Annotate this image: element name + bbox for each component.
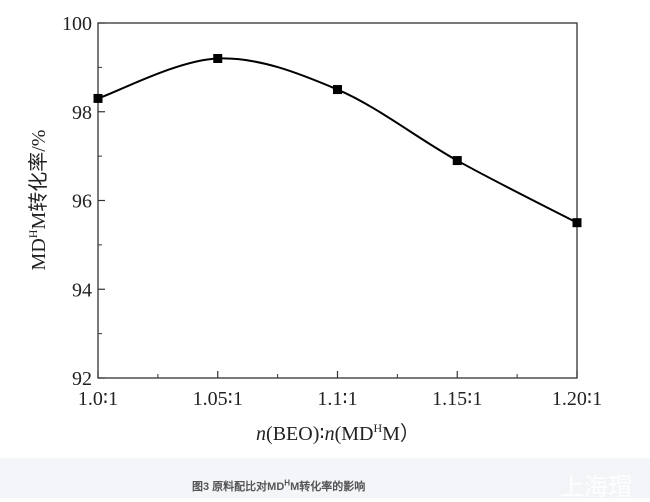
data-point-marker — [213, 54, 223, 63]
data-point-marker — [452, 156, 462, 166]
x-tick-label: 1.15∶1 — [432, 388, 482, 410]
figure-caption: 图3 原料配比对MDHM转化率的影响 — [192, 478, 366, 493]
y-tick-label: 92 — [72, 368, 92, 390]
data-point-marker — [333, 85, 342, 95]
y-tick-label: 94 — [72, 279, 92, 301]
y-axis: 92 94 96 98 100 — [62, 13, 105, 390]
caption-band: 图3 原料配比对MDHM转化率的影响 上海瑁 — [0, 458, 650, 501]
data-point-marker — [93, 93, 103, 103]
x-tick-label: 1.20∶1 — [552, 388, 602, 410]
series-line — [97, 57, 578, 224]
y-tick-label: 100 — [62, 13, 92, 35]
x-tick-label: 1.05∶1 — [193, 388, 243, 410]
x-axis-label: n(BEO)∶n(MDHM） — [256, 421, 420, 445]
data-point-marker — [572, 218, 582, 228]
line-chart: 1.0∶1 1.05∶1 1.1∶1 1.15∶1 1.20∶1 92 94 96 98 100… — [26, 13, 602, 445]
watermark: 上海瑁 — [560, 473, 632, 501]
x-tick-label: 1.0∶1 — [78, 388, 118, 410]
plot-frame — [97, 22, 578, 379]
series-markers — [93, 54, 582, 228]
y-tick-label: 96 — [72, 191, 92, 213]
x-axis: 1.0∶1 1.05∶1 1.1∶1 1.15∶1 1.20∶1 — [78, 371, 602, 410]
y-tick-label: 98 — [72, 102, 92, 124]
y-axis-label: MDHM转化率/% — [26, 130, 50, 271]
x-tick-label: 1.1∶1 — [317, 388, 357, 410]
